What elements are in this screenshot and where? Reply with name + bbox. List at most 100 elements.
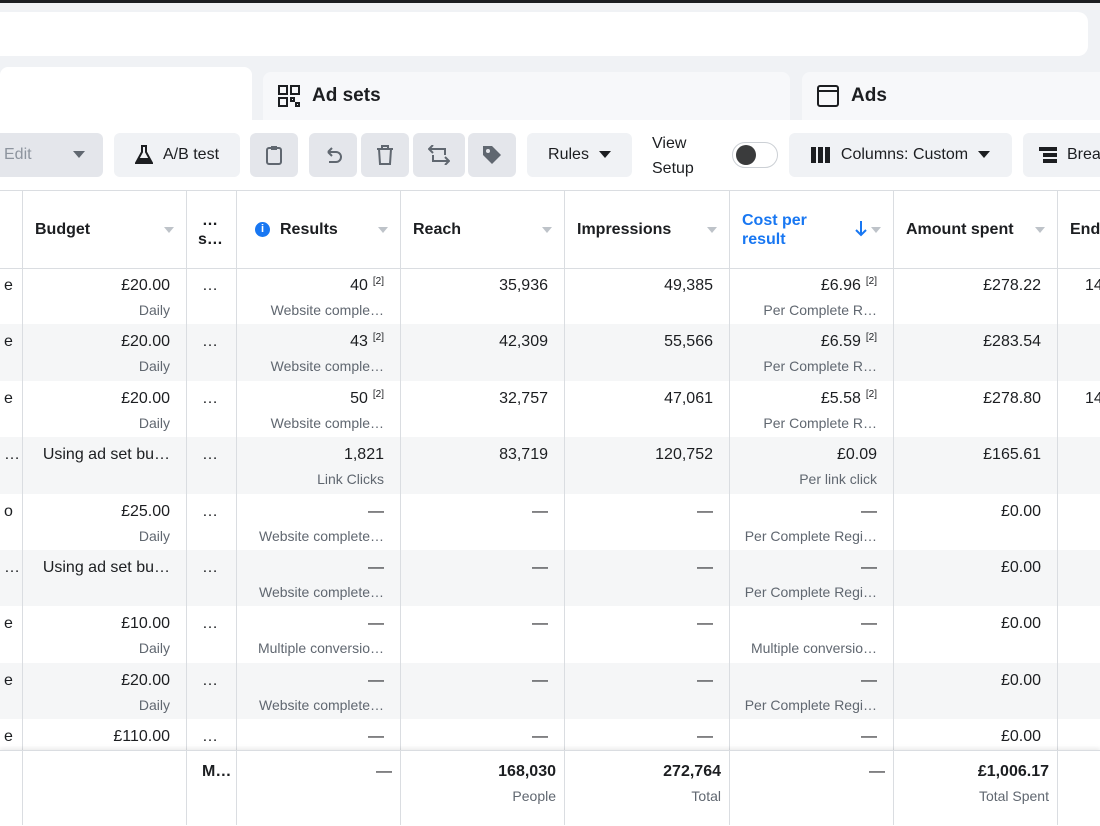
- cell-text: £0.00: [1000, 615, 1041, 633]
- undo-button[interactable]: [309, 133, 357, 177]
- cell-text: —: [697, 671, 713, 689]
- caret: [598, 151, 611, 158]
- rules-button[interactable]: Rules: [527, 133, 632, 177]
- table-cell: — Per Complete Regi…: [729, 502, 893, 545]
- table-cell: e: [0, 671, 22, 691]
- header-label: Impressions: [577, 221, 672, 238]
- header-label: Results: [280, 221, 338, 238]
- column-header[interactable]: … s…: [186, 191, 236, 268]
- table-cell: …: [0, 445, 22, 465]
- delete-button[interactable]: [361, 133, 409, 177]
- cell-value: —: [568, 727, 713, 747]
- cell-value: —: [240, 727, 384, 747]
- cell-text: —: [532, 615, 548, 633]
- cell-text: —: [368, 502, 384, 520]
- caret: [73, 151, 85, 158]
- column-header[interactable]: Impressions: [564, 191, 729, 268]
- column-divider: [236, 750, 237, 825]
- table-cell: — Website complete…: [236, 558, 400, 601]
- cell-text: —: [869, 763, 885, 780]
- view-setup-toggle[interactable]: [732, 142, 778, 168]
- columns-button[interactable]: Columns: Custom: [789, 133, 1012, 177]
- row-background: [0, 550, 1100, 607]
- table-cell: — Multiple conversio…: [729, 614, 893, 657]
- table-cell: …: [186, 727, 236, 747]
- table-cell: £20.00 Daily: [22, 389, 186, 432]
- cell-value: 168,030: [404, 762, 556, 782]
- cell-value: £10.00: [26, 614, 170, 634]
- ads-tab[interactable]: Ads: [802, 72, 1100, 120]
- cell-sub: Website comple…: [270, 414, 384, 431]
- tab-label: Ads: [851, 85, 887, 106]
- cell-text: £0.09: [836, 446, 877, 464]
- column-header[interactable]: Reach: [400, 191, 564, 268]
- cell-text: 49,385: [664, 277, 713, 294]
- cell-text: 50: [350, 389, 368, 407]
- cell-text: —: [861, 502, 877, 520]
- table-cell: 43 [2] Website comple…: [236, 332, 400, 375]
- tag-button[interactable]: [468, 133, 516, 177]
- cell-value: 55,566: [568, 332, 713, 352]
- breakdown-button[interactable]: Brea: [1023, 133, 1100, 177]
- table-cell: £5.58 [2] Per Complete R…: [729, 389, 893, 432]
- edit-dropdown[interactable]: [55, 133, 103, 177]
- column-header[interactable]: Budget: [22, 191, 186, 268]
- cell-value: —: [733, 502, 877, 522]
- cell-value: —: [568, 558, 713, 578]
- campaigns-tab[interactable]: [0, 67, 252, 127]
- cell-text: —: [532, 502, 548, 520]
- toggle-knob: [736, 145, 756, 165]
- cell-note: [2]: [865, 276, 877, 287]
- table-cell: — Website complete…: [236, 671, 400, 714]
- table-cell: £6.59 [2] Per Complete R…: [729, 332, 893, 375]
- cell-value: …: [202, 445, 236, 465]
- column-divider: [729, 190, 730, 825]
- cell-text: o: [4, 502, 13, 520]
- cell-text: …: [202, 615, 218, 633]
- column-header[interactable]: End: [1057, 191, 1100, 268]
- column-header[interactable]: i Results: [236, 191, 400, 268]
- table-cell: —: [400, 727, 564, 747]
- cell-text: £110.00: [113, 728, 170, 746]
- cell-note: [2]: [865, 332, 877, 344]
- cell-text: £0.00: [1000, 671, 1041, 689]
- column-divider: [564, 190, 565, 825]
- column-header[interactable]: Cost per result: [729, 191, 893, 268]
- ab-test-button[interactable]: A/B test: [114, 133, 240, 177]
- cell-sub: Website complete…: [258, 584, 384, 600]
- table-cell: — Multiple conversio…: [236, 614, 400, 657]
- cell-sub: Daily: [138, 640, 170, 657]
- cell-text: 35,936: [499, 277, 548, 294]
- table-cell: £283.54: [893, 332, 1057, 352]
- footer-cell: M…: [186, 762, 236, 782]
- search-bar[interactable]: [0, 12, 1088, 56]
- button-label: A/B test: [162, 146, 220, 163]
- cell-text: 272,764: [663, 763, 721, 780]
- table-cell: …: [186, 332, 236, 352]
- footer-cell: —: [729, 762, 893, 782]
- cell-value: —: [568, 671, 713, 691]
- ad-sets-tab[interactable]: Ad sets: [263, 72, 790, 120]
- cell-text: …: [202, 389, 218, 407]
- header-caret: [707, 227, 717, 233]
- duplicate-button[interactable]: [250, 133, 298, 177]
- column-divider: [1057, 190, 1058, 825]
- cell-text: £0.00: [1000, 728, 1041, 746]
- caret: [978, 151, 991, 158]
- table-cell: Using ad set bu…: [22, 558, 186, 578]
- header-label: Amount spent: [906, 221, 1014, 238]
- cell-value: £5.58 [2]: [733, 389, 877, 409]
- column-header[interactable]: Amount spent: [893, 191, 1057, 268]
- table-cell: 49,385: [564, 276, 729, 296]
- cell-value: 120,752: [568, 445, 713, 465]
- table-cell: …: [186, 389, 236, 409]
- cell-value: £0.00: [897, 614, 1041, 634]
- table-cell: £6.96 [2] Per Complete R…: [729, 276, 893, 319]
- cell-value: —: [733, 727, 877, 747]
- table-cell: 55,566: [564, 332, 729, 352]
- export-button[interactable]: [413, 133, 465, 177]
- header-caret: [164, 227, 174, 233]
- row-background: [0, 437, 1100, 494]
- table-cell: — Per Complete Regi…: [729, 671, 893, 714]
